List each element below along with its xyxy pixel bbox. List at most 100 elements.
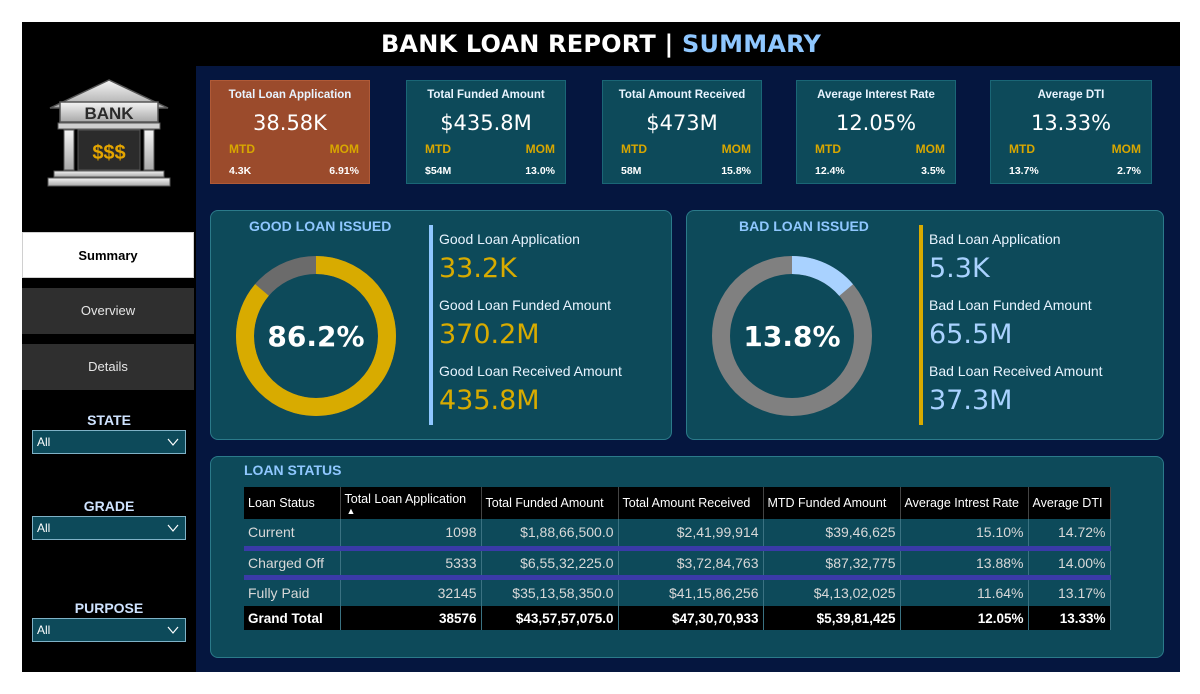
bank-icon: BANK $$$ (47, 79, 171, 187)
title-main: BANK LOAN REPORT | (380, 30, 682, 58)
logo-symbols: $$$ (92, 142, 125, 164)
good-loan-donut (236, 256, 396, 416)
kpi-mom-value: 6.91% (329, 165, 359, 177)
column-header[interactable]: Total Funded Amount (481, 487, 619, 519)
state-filter-select[interactable]: All (32, 430, 186, 454)
table-cell: $47,30,70,933 (618, 606, 764, 630)
kpi-mtd-label: MTD (229, 142, 255, 156)
kpi-mtd-value: 4.3K (229, 165, 252, 177)
state-filter-value: All (37, 435, 51, 449)
kpi-mtd-value: $54M (425, 165, 452, 177)
bad-loan-application-label: Bad Loan Application (929, 231, 1061, 247)
kpi-value: $435.8M (440, 111, 532, 135)
loan-status-panel: LOAN STATUS Loan Status Total Loan Appli… (210, 456, 1164, 658)
kpi-mom-value: 13.0% (525, 165, 555, 177)
kpi-mtd-label: MTD (621, 142, 647, 156)
nav-overview[interactable]: Overview (22, 288, 194, 334)
grade-filter-label: GRADE (83, 498, 135, 514)
kpi-mom-label: MOM (525, 142, 555, 156)
bad-loan-received-value: 37.3M (929, 385, 1013, 416)
table-cell: Grand Total (244, 606, 341, 630)
table-cell: $5,39,81,425 (763, 606, 901, 630)
purpose-filter-value: All (37, 623, 51, 637)
kpi-total-amount-received: Total Amount Received $473M MTD MOM 58M … (602, 80, 762, 184)
bad-loan-panel: BAD LOAN ISSUED 13.8% Bad Loan Applicati… (686, 210, 1164, 440)
column-header[interactable]: Total Amount Received (618, 487, 764, 519)
bad-loan-donut-segment (712, 256, 872, 416)
sidebar: BANK $$$ Summary Overview Details STATE … (22, 66, 196, 672)
bad-loan-divider (919, 225, 923, 425)
page-title: BANK LOAN REPORT | SUMMARY (22, 22, 1180, 66)
sort-up-icon: ▲ (346, 506, 356, 516)
good-loan-percent: 86.2% (267, 320, 365, 353)
kpi-total-loan-application: Total Loan Application 38.58K MTD MOM 4.… (210, 80, 370, 184)
kpi-mtd-value: 12.4% (815, 165, 845, 177)
bad-loan-percent: 13.8% (743, 320, 841, 353)
kpi-title: Total Loan Application (228, 89, 352, 101)
kpi-average-interest-rate: Average Interest Rate 12.05% MTD MOM 12.… (796, 80, 956, 184)
column-header[interactable]: Average Intrest Rate (900, 487, 1029, 519)
table-cell: 12.05% (900, 606, 1029, 630)
chevron-down-icon (167, 438, 179, 446)
kpi-value: 12.05% (835, 111, 917, 135)
column-header[interactable]: Loan Status (244, 487, 341, 519)
kpi-mom-value: 3.5% (921, 165, 945, 177)
purpose-filter-label: PURPOSE (74, 600, 144, 616)
table-row[interactable]: Current 1098 $1,88,66,500.0 $2,41,99,914… (244, 519, 1111, 548)
good-loan-application-label: Good Loan Application (439, 231, 580, 247)
table-cell: 14.00% (1028, 548, 1111, 577)
bad-loan-received-label: Bad Loan Received Amount (929, 363, 1103, 379)
table-cell: $4,13,02,025 (763, 577, 901, 606)
table-row[interactable]: Fully Paid 32145 $35,13,58,350.0 $41,15,… (244, 577, 1111, 606)
kpi-title: Total Amount Received (618, 89, 746, 101)
table-header-row: Loan Status Total Loan Application ▲ Tota… (244, 487, 1111, 519)
kpi-average-dti: Average DTI 13.33% MTD MOM 13.7% 2.7% (990, 80, 1152, 184)
kpi-mtd-label: MTD (815, 142, 841, 156)
table-cell: 13.33% (1028, 606, 1111, 630)
grade-filter-select[interactable]: All (32, 516, 186, 540)
good-loan-title: GOOD LOAN ISSUED (249, 218, 392, 234)
column-header[interactable]: MTD Funded Amount (763, 487, 901, 519)
column-header[interactable]: Average DTI (1028, 487, 1111, 519)
table-cell: 11.64% (900, 577, 1029, 606)
column-header-sorted[interactable]: Total Loan Application ▲ (340, 487, 482, 519)
kpi-value: 13.33% (1030, 111, 1112, 135)
loan-status-table: Loan Status Total Loan Application ▲ Tota… (244, 487, 1111, 630)
table-cell: 15.10% (900, 519, 1029, 548)
table-cell: $43,57,57,075.0 (481, 606, 619, 630)
nav-details[interactable]: Details (22, 344, 194, 390)
table-cell: Charged Off (244, 548, 341, 577)
kpi-mtd-value: 58M (621, 165, 642, 177)
kpi-mom-value: 2.7% (1117, 165, 1141, 177)
kpi-mom-label: MOM (915, 142, 945, 156)
title-accent: SUMMARY (681, 30, 822, 58)
bad-loan-funded-label: Bad Loan Funded Amount (929, 297, 1092, 313)
kpi-title: Total Funded Amount (427, 89, 545, 101)
kpi-mom-label: MOM (1111, 142, 1141, 156)
bad-loan-application-value: 5.3K (929, 253, 990, 284)
kpi-mtd-value: 13.7% (1009, 165, 1039, 177)
table-cell: Fully Paid (244, 577, 341, 606)
kpi-mom-label: MOM (329, 142, 359, 156)
kpi-title: Average Interest Rate (817, 89, 935, 101)
column-header-label: Total Loan Application (344, 492, 467, 506)
purpose-filter-select[interactable]: All (32, 618, 186, 642)
chevron-down-icon (167, 524, 179, 532)
kpi-mtd-label: MTD (425, 142, 451, 156)
good-loan-funded-label: Good Loan Funded Amount (439, 297, 612, 313)
kpi-mtd-label: MTD (1009, 142, 1035, 156)
grade-filter-value: All (37, 521, 51, 535)
kpi-mom-label: MOM (721, 142, 751, 156)
table-cell: $1,88,66,500.0 (481, 519, 619, 548)
table-cell: $41,15,86,256 (618, 577, 764, 606)
good-loan-divider (429, 225, 433, 425)
table-cell: $6,55,32,225.0 (481, 548, 619, 577)
table-row[interactable]: Charged Off 5333 $6,55,32,225.0 $3,72,84… (244, 548, 1111, 577)
nav-summary[interactable]: Summary (22, 232, 194, 278)
state-filter-label: STATE (87, 412, 131, 428)
kpi-value: $473M (646, 111, 718, 135)
table-cell: 5333 (340, 548, 482, 577)
kpi-mom-value: 15.8% (721, 165, 751, 177)
kpi-value: 38.58K (253, 111, 327, 135)
table-cell: $3,72,84,763 (618, 548, 764, 577)
